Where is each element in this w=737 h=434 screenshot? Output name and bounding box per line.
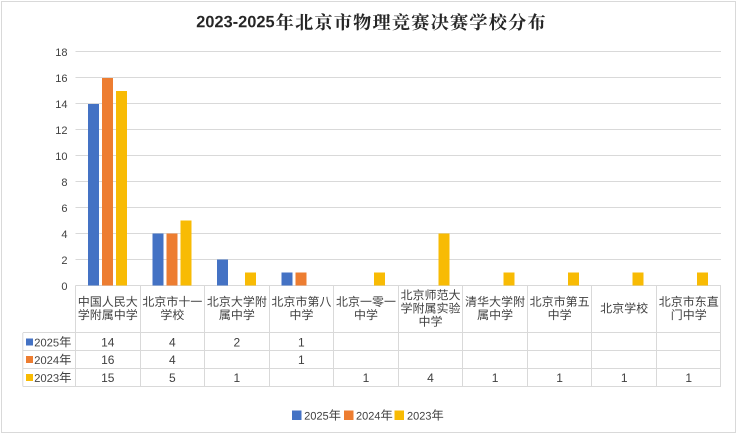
svg-text:1: 1 — [621, 371, 628, 385]
svg-text:1: 1 — [556, 371, 563, 385]
svg-text:1: 1 — [298, 353, 305, 367]
svg-text:1: 1 — [298, 336, 305, 350]
svg-text:2: 2 — [61, 255, 67, 267]
svg-text:0: 0 — [61, 281, 67, 293]
svg-text:2: 2 — [234, 336, 241, 350]
svg-text:12: 12 — [55, 125, 67, 137]
svg-text:14: 14 — [55, 99, 67, 111]
svg-text:8: 8 — [61, 177, 67, 189]
svg-text:15: 15 — [101, 371, 115, 385]
svg-text:16: 16 — [55, 73, 67, 85]
svg-text:1: 1 — [234, 371, 241, 385]
svg-text:16: 16 — [101, 353, 115, 367]
svg-text:1: 1 — [363, 371, 370, 385]
svg-text:10: 10 — [55, 151, 67, 163]
svg-text:1: 1 — [492, 371, 499, 385]
svg-text:4: 4 — [169, 353, 176, 367]
svg-text:4: 4 — [169, 336, 176, 350]
svg-text:1: 1 — [685, 371, 692, 385]
svg-text:4: 4 — [427, 371, 434, 385]
svg-text:18: 18 — [55, 47, 67, 59]
svg-text:4: 4 — [61, 229, 67, 241]
svg-text:14: 14 — [101, 336, 115, 350]
svg-text:5: 5 — [169, 371, 176, 385]
svg-text:6: 6 — [61, 203, 67, 215]
